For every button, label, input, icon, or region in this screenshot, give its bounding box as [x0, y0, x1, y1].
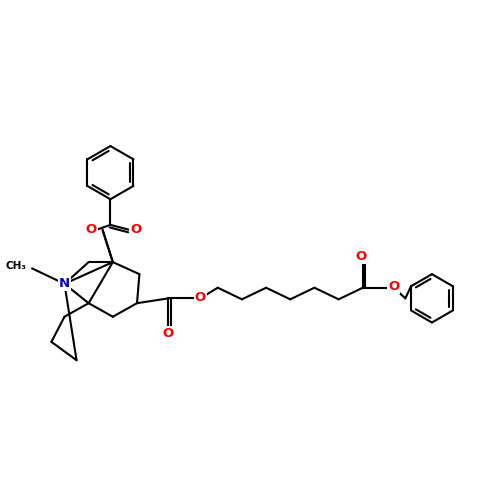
Text: N: N	[59, 278, 70, 290]
Text: CH₃: CH₃	[6, 261, 26, 271]
Text: O: O	[388, 280, 400, 293]
Text: O: O	[163, 326, 174, 340]
Text: O: O	[194, 291, 206, 304]
Text: O: O	[355, 250, 366, 264]
Text: O: O	[130, 223, 141, 236]
Text: O: O	[86, 223, 96, 236]
